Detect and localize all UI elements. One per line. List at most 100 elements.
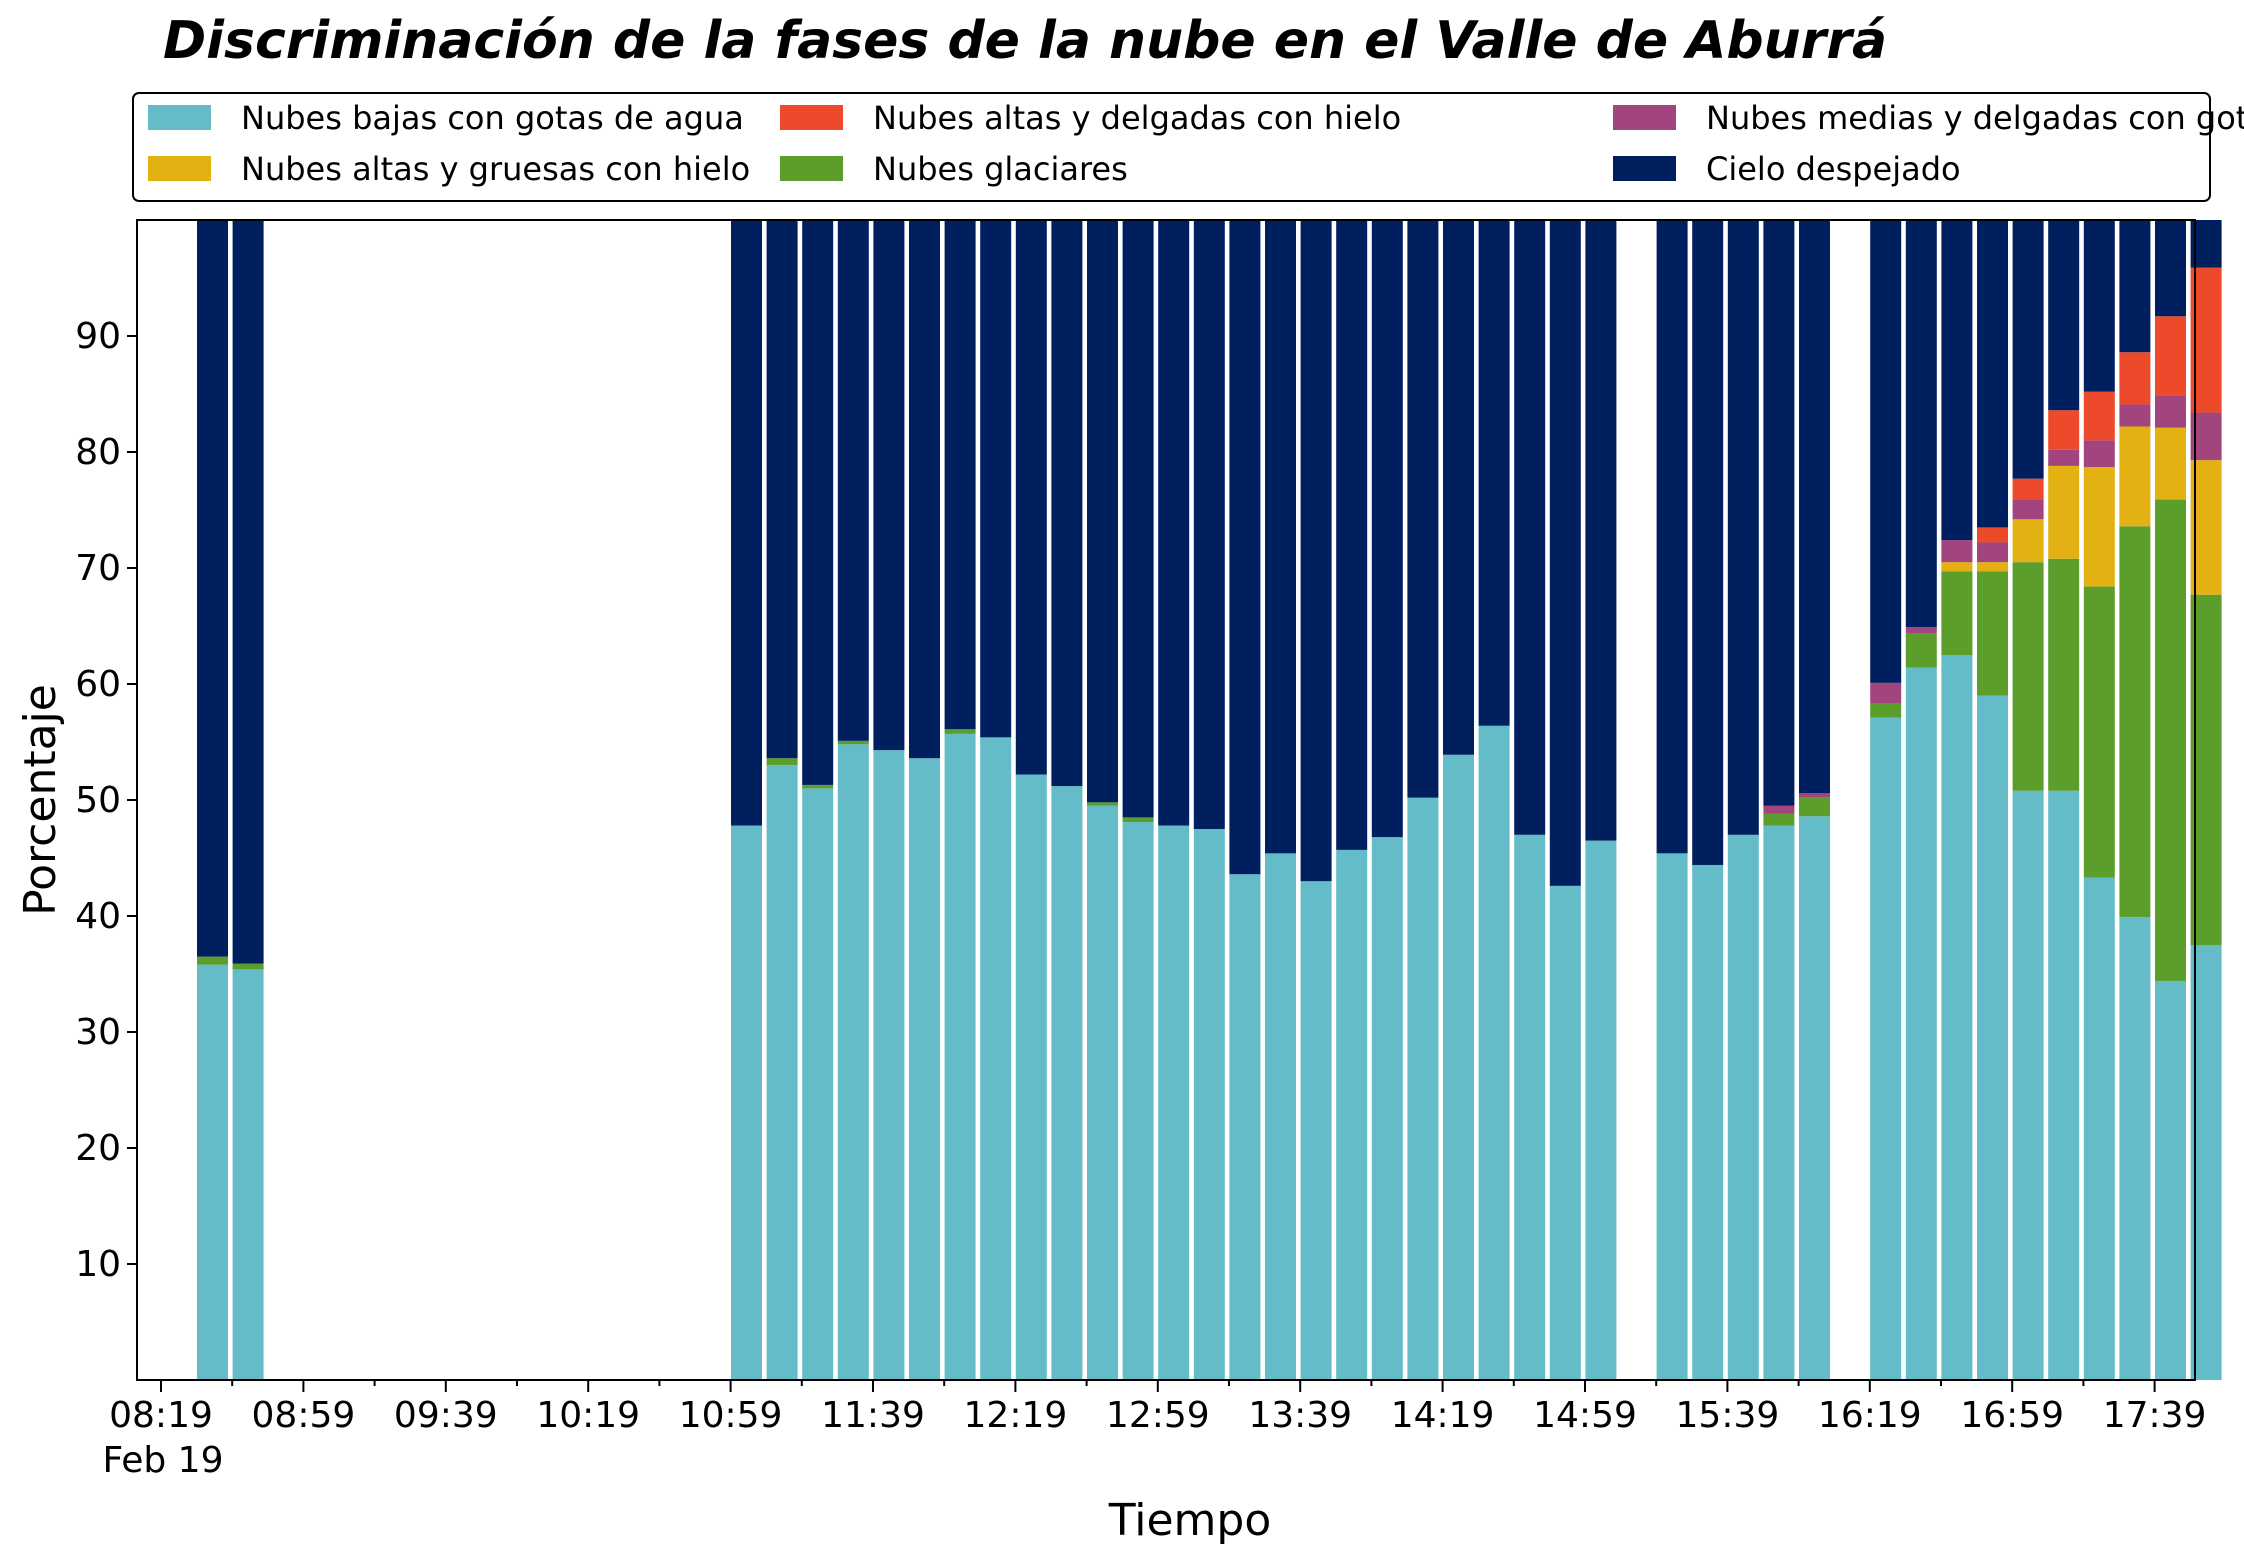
legend-label: Nubes bajas con gotas de agua <box>241 99 744 137</box>
bar-segment <box>1763 220 1795 806</box>
bar-segment <box>1977 542 2008 563</box>
bar-segment <box>2155 316 2186 396</box>
bar-segment <box>2048 220 2080 411</box>
legend-swatch <box>1613 156 1676 181</box>
x-tick-label: 08:19 <box>109 1395 213 1436</box>
x-tick-label: 10:19 <box>536 1395 640 1436</box>
bar-segment <box>980 737 1012 1380</box>
bar-segment <box>197 956 228 965</box>
chart-title: Discriminación de la fases de la nube en… <box>163 11 1887 71</box>
legend-label: Nubes medias y delgadas con gotas de agu… <box>1706 99 2244 137</box>
bar-segment <box>1941 571 1973 655</box>
bar-stack <box>1692 220 1724 1380</box>
bar-segment <box>1727 834 1759 1380</box>
bar-segment <box>1478 725 1510 1380</box>
bar-segment <box>2119 917 2151 1380</box>
bar-segment <box>1514 834 1546 1380</box>
bar-segment <box>2012 562 2044 791</box>
y-tick-label: 90 <box>75 316 121 357</box>
bar-segment <box>2012 499 2044 520</box>
legend-frame <box>132 92 2211 202</box>
bar-segment <box>1763 805 1795 814</box>
bar-segment <box>2155 220 2186 317</box>
bar-segment <box>1727 220 1759 835</box>
bar-segment <box>1905 627 1937 633</box>
bar-segment <box>1122 822 1154 1380</box>
bar-segment <box>1122 817 1154 823</box>
bar-segment <box>2012 519 2044 563</box>
bar-segment <box>1122 220 1154 818</box>
bar-segment <box>1870 220 1902 683</box>
bar-segment <box>2012 478 2044 500</box>
bar-segment <box>1371 837 1403 1380</box>
bar-segment <box>2012 220 2044 479</box>
bar-segment <box>2083 391 2115 441</box>
bar-segment <box>1585 220 1617 841</box>
x-axis: 08:19 08:59 09:39 10:19 10:59 11:39 12:19 12:59… <box>109 1380 2206 1436</box>
bar-stack <box>802 220 834 1380</box>
bar-segment <box>2012 790 2044 1380</box>
bar-segment <box>1478 220 1510 726</box>
bar-segment <box>1941 220 1973 541</box>
bar-segment <box>1371 220 1403 838</box>
bar-segment <box>802 784 834 789</box>
bar-segment <box>909 758 940 1380</box>
y-axis-label: Porcentaje <box>15 684 66 916</box>
bar-segment <box>2048 790 2080 1380</box>
bar-segment <box>2155 980 2186 1380</box>
bar-stack <box>1407 220 1439 1380</box>
bar-stack <box>1799 220 1830 1380</box>
bar-stack <box>1977 220 2008 1380</box>
x-tick-label: 10:59 <box>679 1395 783 1436</box>
x-tick-label: 17:39 <box>2103 1395 2207 1436</box>
bar-segment <box>980 220 1012 738</box>
bar-segment <box>1799 220 1830 794</box>
bar-segment <box>766 220 798 759</box>
bar-segment <box>802 788 834 1380</box>
y-tick-label: 30 <box>75 1012 121 1053</box>
bar-segment <box>837 740 869 745</box>
bar-stack <box>980 220 1012 1380</box>
bar-segment <box>1443 220 1474 755</box>
bar-segment <box>1087 802 1118 806</box>
bar-stack <box>1229 220 1261 1380</box>
bar-segment <box>1977 562 2008 572</box>
y-tick-label: 10 <box>75 1244 121 1285</box>
bar-segment <box>1656 853 1688 1380</box>
bar-segment <box>2119 426 2151 527</box>
bar-segment <box>1443 754 1474 1380</box>
bar-stack <box>1514 220 1546 1380</box>
bar-segment <box>1300 881 1332 1380</box>
bar-segment <box>197 220 228 957</box>
y-axis: 10 20 30 40 50 60 70 80 90 <box>75 316 137 1285</box>
bar-segment <box>1300 220 1332 882</box>
bar-stack <box>766 220 798 1380</box>
bar-stack <box>1941 220 1973 1380</box>
bar-stack <box>1727 220 1759 1380</box>
bar-stack <box>1443 220 1474 1380</box>
bar-segment <box>1905 632 1937 668</box>
y-tick-label: 50 <box>75 780 121 821</box>
bar-segment <box>1870 703 1902 718</box>
bar-segment <box>1585 840 1617 1380</box>
legend-swatch <box>148 156 211 181</box>
bar-segment <box>731 825 762 1380</box>
bar-segment <box>1051 220 1083 787</box>
bar-segment <box>1692 220 1724 865</box>
bar-segment <box>1051 786 1083 1380</box>
bar-segment <box>2048 410 2080 450</box>
x-tick-label: 08:59 <box>252 1395 356 1436</box>
y-tick-label: 60 <box>75 664 121 705</box>
x-tick-label: 14:19 <box>1391 1395 1495 1436</box>
bar-segment <box>2155 499 2186 981</box>
bar-segment <box>1905 667 1937 1380</box>
legend-label: Cielo despejado <box>1706 150 1961 188</box>
bar-segment <box>2083 586 2115 878</box>
bar-segment <box>1193 220 1225 829</box>
bar-segment <box>1336 849 1368 1380</box>
bar-stack <box>2048 220 2080 1380</box>
bar-segment <box>232 963 264 970</box>
bar-stack <box>1051 220 1083 1380</box>
bar-segment <box>2155 427 2186 500</box>
x-tick-label: 09:39 <box>394 1395 498 1436</box>
